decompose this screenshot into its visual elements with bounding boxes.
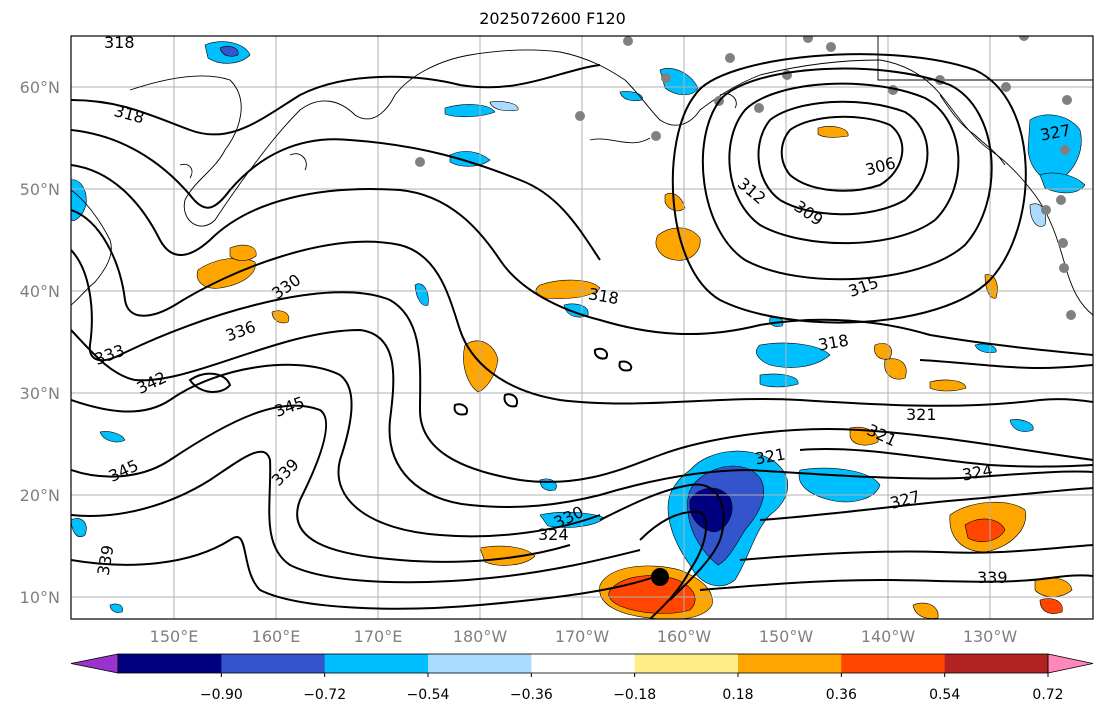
colorbar-extend-high xyxy=(1047,653,1094,674)
latitude-tick-label: 30°N xyxy=(20,384,60,403)
colorbar-segment xyxy=(324,654,429,673)
latitude-tick-label: 40°N xyxy=(20,282,60,301)
colorbar-tick-label: −0.90 xyxy=(200,687,243,703)
colorbar-segment xyxy=(428,654,532,673)
colorbar-tick-label: −0.18 xyxy=(613,687,656,703)
colorbar-segment xyxy=(118,654,222,673)
colorbar-tick-label: 0.36 xyxy=(826,687,857,703)
longitude-tick-label: 150°W xyxy=(759,627,814,646)
colorbar-segment xyxy=(531,654,636,673)
contour-label: 321 xyxy=(906,405,937,424)
colorbar-extend-low xyxy=(70,653,119,674)
longitude-tick-label: 150°E xyxy=(150,627,199,646)
colorbar-tick-label: −0.72 xyxy=(303,687,346,703)
contour-label: 318 xyxy=(104,33,135,52)
colorbar-tick-label: −0.54 xyxy=(407,687,450,703)
latitude-tick-label: 50°N xyxy=(20,180,60,199)
colorbar-tick-label: 0.72 xyxy=(1032,687,1063,703)
longitude-tick-label: 170°W xyxy=(555,627,610,646)
colorbar-tick-label: 0.18 xyxy=(722,687,753,703)
latitude-tick-label: 10°N xyxy=(20,588,60,607)
latitude-tick-label: 20°N xyxy=(20,486,60,505)
colorbar-tick-label: 0.54 xyxy=(929,687,960,703)
colorbar-segment xyxy=(634,654,739,673)
colorbar-tick-label: −0.36 xyxy=(510,687,553,703)
storm-center-marker xyxy=(651,568,669,586)
colorbar: −0.90 −0.72 −0.54 −0.36 −0.18 0.18 0.36 0.54 0.7… xyxy=(70,653,1094,703)
colorbar-segment xyxy=(944,654,1049,673)
colorbar-frame xyxy=(117,653,1049,674)
longitude-tick-label: 180°W xyxy=(453,627,508,646)
longitude-tick-label: 170°E xyxy=(354,627,403,646)
plot-title: 2025072600 F120 xyxy=(479,9,626,28)
longitude-axis: 150°E 160°E 170°E 180°W 170°W 160°W 150°W 140°W… xyxy=(150,627,1018,646)
contour-label: 324 xyxy=(538,525,569,544)
colorbar-segment xyxy=(221,654,326,673)
latitude-tick-label: 60°N xyxy=(20,78,60,97)
longitude-tick-label: 160°E xyxy=(252,627,301,646)
map-layers: 318 318 306 312 309 315 318 318 321 321 … xyxy=(71,33,1093,619)
latitude-axis: 60°N 50°N 40°N 30°N 20°N 10°N xyxy=(20,78,60,607)
contour-lines xyxy=(71,53,1093,619)
plot-frame xyxy=(70,35,1094,620)
longitude-tick-label: 160°W xyxy=(657,627,712,646)
contour-label: 339 xyxy=(977,568,1008,587)
longitude-tick-label: 130°W xyxy=(963,627,1018,646)
colorbar-segment xyxy=(738,654,842,673)
longitude-tick-label: 140°W xyxy=(861,627,916,646)
colorbar-segment xyxy=(841,654,946,673)
